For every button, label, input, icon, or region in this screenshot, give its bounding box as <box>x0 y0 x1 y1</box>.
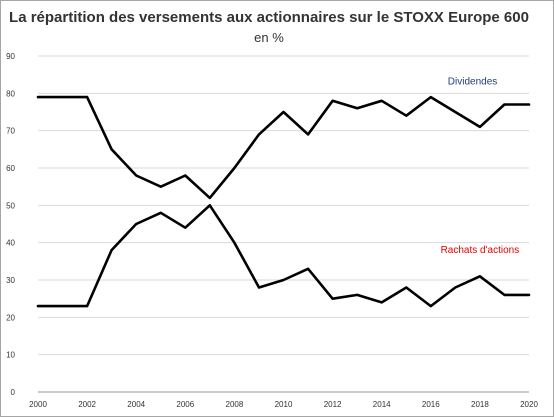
x-tick-label: 2002 <box>78 400 96 409</box>
x-tick-label: 2004 <box>127 400 145 409</box>
y-tick-label: 80 <box>6 89 15 98</box>
x-tick-label: 2008 <box>226 400 244 409</box>
series-line-dividendes <box>36 95 531 200</box>
x-tick-label: 2006 <box>176 400 194 409</box>
y-tick-label: 20 <box>6 313 15 322</box>
x-tick-label: 2014 <box>373 400 391 409</box>
y-tick-label: 30 <box>6 276 15 285</box>
chart-title: La répartition des versements aux action… <box>9 9 529 26</box>
y-tick-label: 40 <box>6 239 15 248</box>
chart-subtitle: en % <box>254 30 284 45</box>
series-label: Rachats d'actions <box>441 245 520 256</box>
x-tick-label: 2010 <box>275 400 293 409</box>
x-tick-label: 2000 <box>29 400 47 409</box>
series-label: Dividendes <box>448 77 497 88</box>
y-tick-label: 60 <box>6 164 15 173</box>
x-tick-label: 2020 <box>520 400 538 409</box>
y-tick-label: 90 <box>6 52 15 61</box>
y-tick-label: 50 <box>6 201 15 210</box>
y-tick-label: 70 <box>6 127 15 136</box>
x-tick-label: 2016 <box>422 400 440 409</box>
y-tick-label: 0 <box>11 388 16 397</box>
y-tick-label: 10 <box>6 351 15 360</box>
x-tick-label: 2012 <box>324 400 342 409</box>
x-tick-label: 2018 <box>471 400 489 409</box>
